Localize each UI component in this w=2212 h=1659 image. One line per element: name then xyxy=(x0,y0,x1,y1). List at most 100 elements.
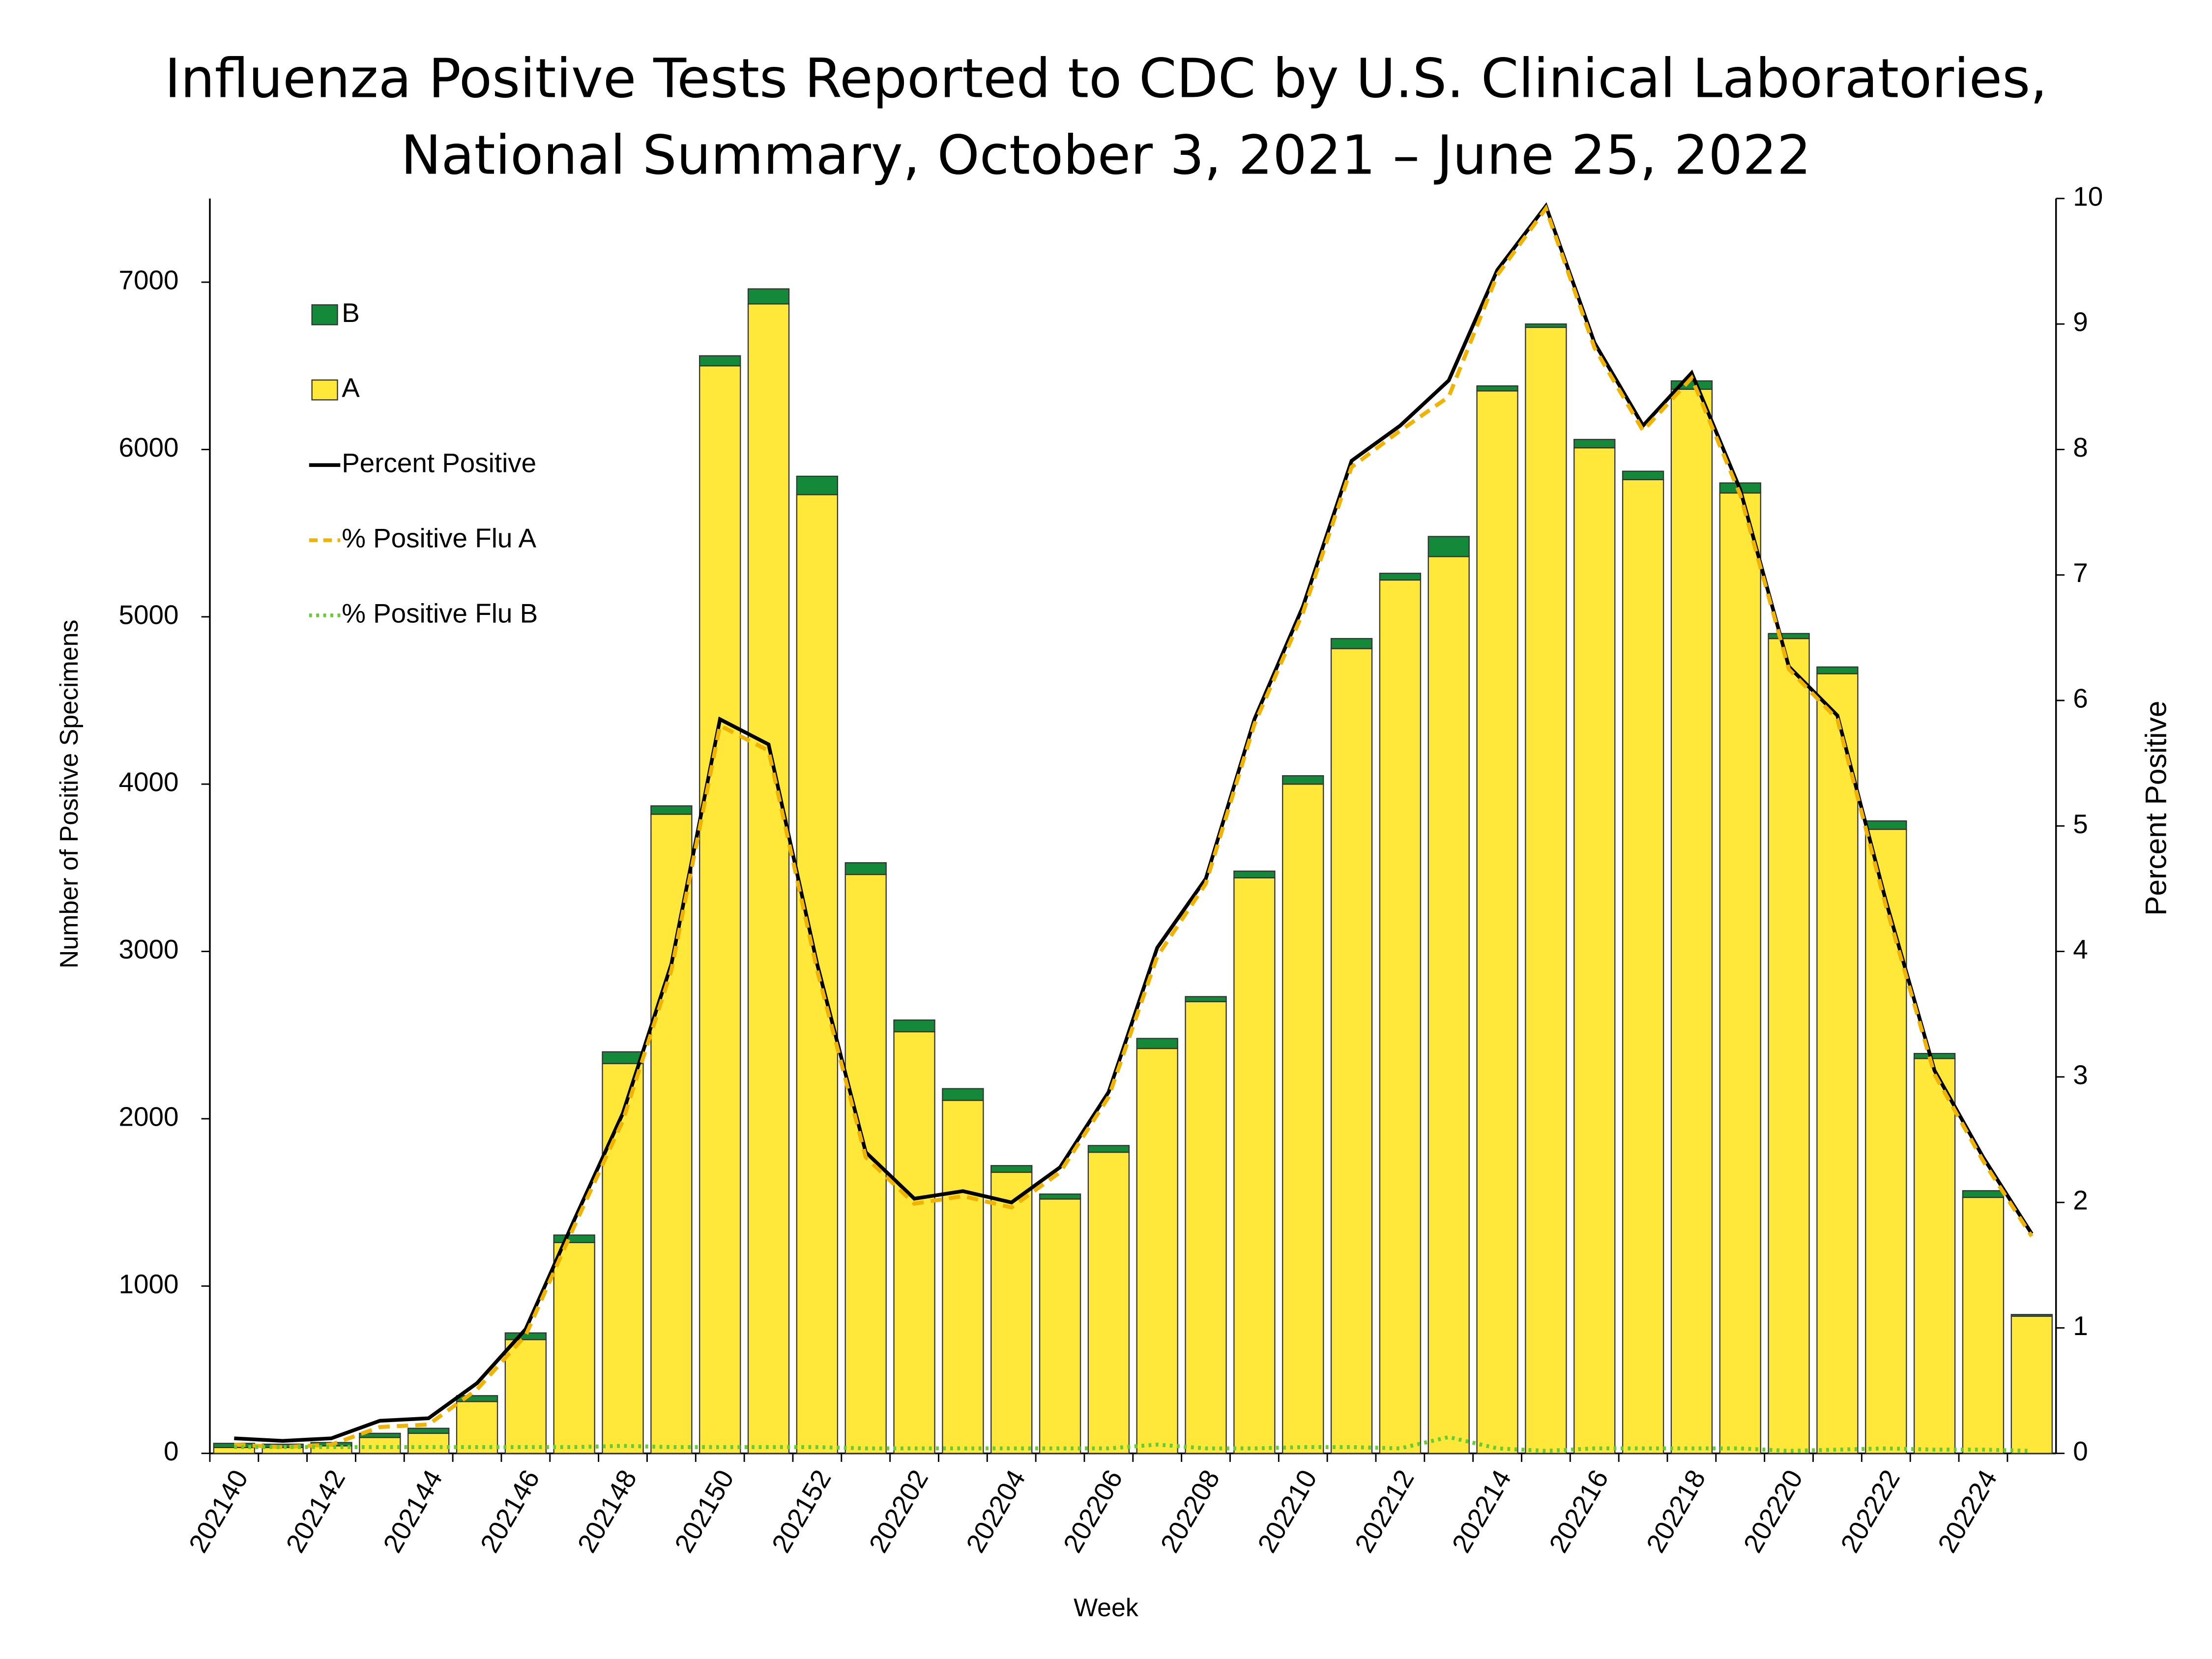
bar xyxy=(1573,447,1616,1454)
bar xyxy=(1282,784,1324,1454)
bar xyxy=(1476,385,1518,392)
bar xyxy=(1913,1053,1956,1059)
bar xyxy=(1525,323,1567,328)
bar xyxy=(893,1019,935,1033)
bar xyxy=(1962,1190,2005,1198)
y2-tick-label: 5 xyxy=(2073,809,2088,839)
bar xyxy=(1427,556,1470,1454)
bar xyxy=(1330,648,1373,1454)
y2-tick-label: 3 xyxy=(2073,1059,2088,1090)
bar xyxy=(1282,775,1324,785)
legend-label: % Positive Flu B xyxy=(342,598,538,628)
bar xyxy=(942,1100,984,1454)
y2-tick-label: 8 xyxy=(2073,432,2088,463)
bar xyxy=(359,1437,401,1454)
bar xyxy=(1087,1145,1130,1153)
y2-tick-label: 7 xyxy=(2073,557,2088,588)
line xyxy=(234,204,2034,1450)
bar xyxy=(650,805,693,815)
y2-tick-label: 10 xyxy=(2073,181,2103,211)
y-axis-label: Number of Positive Specimens xyxy=(55,620,84,969)
bar xyxy=(1136,1048,1178,1454)
bar xyxy=(1476,390,1518,1454)
bar xyxy=(1816,666,1859,674)
bar xyxy=(1233,877,1276,1454)
bar xyxy=(747,288,790,305)
bar xyxy=(1719,492,1761,1454)
legend-swatch xyxy=(311,304,338,325)
bar xyxy=(1330,638,1373,649)
bar xyxy=(650,814,693,1454)
bar xyxy=(990,1171,1033,1454)
y-tick-label: 7000 xyxy=(119,265,179,295)
bar xyxy=(407,1427,450,1434)
bar xyxy=(359,1432,401,1438)
bar xyxy=(1233,871,1276,878)
y-tick-label: 1000 xyxy=(119,1269,179,1299)
bar xyxy=(1768,633,1810,640)
bar xyxy=(1185,996,1227,1002)
bar xyxy=(1136,1038,1178,1049)
bar xyxy=(602,1051,644,1064)
y2-tick-label: 4 xyxy=(2073,934,2088,964)
legend-label: % Positive Flu A xyxy=(342,523,536,553)
legend-swatch xyxy=(311,379,338,401)
bar xyxy=(699,365,741,1454)
bar xyxy=(699,355,741,367)
chart-title: Influenza Positive Tests Reported to CDC… xyxy=(165,47,2047,110)
y2-tick-label: 9 xyxy=(2073,307,2088,337)
y-tick-label: 4000 xyxy=(119,767,179,797)
y2-tick-label: 0 xyxy=(2073,1436,2088,1466)
bar xyxy=(553,1242,595,1454)
bar xyxy=(1379,573,1422,581)
bar xyxy=(1525,326,1567,1454)
chart-title: National Summary, October 3, 2021 – June… xyxy=(401,123,1811,186)
bar xyxy=(456,1401,498,1454)
y-tick-label: 3000 xyxy=(119,934,179,964)
bar xyxy=(1622,470,1664,480)
legend-label: A xyxy=(342,373,360,403)
bar xyxy=(1865,820,1907,830)
y-tick-label: 5000 xyxy=(119,599,179,630)
bar xyxy=(942,1088,984,1101)
legend-label: B xyxy=(342,297,360,328)
bar xyxy=(1670,388,1713,1454)
bar xyxy=(990,1165,1033,1173)
line xyxy=(234,1435,2032,1453)
bar xyxy=(1087,1151,1130,1454)
legend-label: Percent Positive xyxy=(342,448,536,478)
bar xyxy=(1913,1058,1956,1454)
bar xyxy=(1622,479,1664,1454)
y2-axis-label: Percent Positive xyxy=(2139,700,2172,916)
bar xyxy=(262,1447,304,1454)
bar xyxy=(1865,828,1907,1454)
bar xyxy=(2010,1314,2053,1317)
bar xyxy=(844,862,887,875)
bar xyxy=(1768,638,1810,1454)
y2-tick-label: 2 xyxy=(2073,1185,2088,1216)
y2-tick-label: 1 xyxy=(2073,1310,2088,1341)
bar xyxy=(893,1031,935,1454)
bar xyxy=(796,475,839,495)
y-tick-label: 0 xyxy=(164,1436,178,1466)
bar xyxy=(1816,673,1859,1454)
bar xyxy=(602,1063,644,1454)
bar xyxy=(504,1339,547,1454)
bar xyxy=(1039,1198,1081,1454)
x-axis-label: Week xyxy=(1074,1594,1139,1622)
bar xyxy=(1427,536,1470,557)
bar xyxy=(1039,1193,1081,1200)
bar xyxy=(747,303,790,1454)
bar xyxy=(553,1234,595,1244)
bar xyxy=(2010,1315,2053,1454)
bar xyxy=(1573,438,1616,449)
bar xyxy=(504,1332,547,1340)
bar xyxy=(1962,1196,2005,1454)
bar xyxy=(1185,1001,1227,1454)
bar xyxy=(407,1432,450,1454)
y-tick-label: 2000 xyxy=(119,1101,179,1132)
y2-tick-label: 6 xyxy=(2073,683,2088,713)
bar xyxy=(1379,579,1422,1454)
